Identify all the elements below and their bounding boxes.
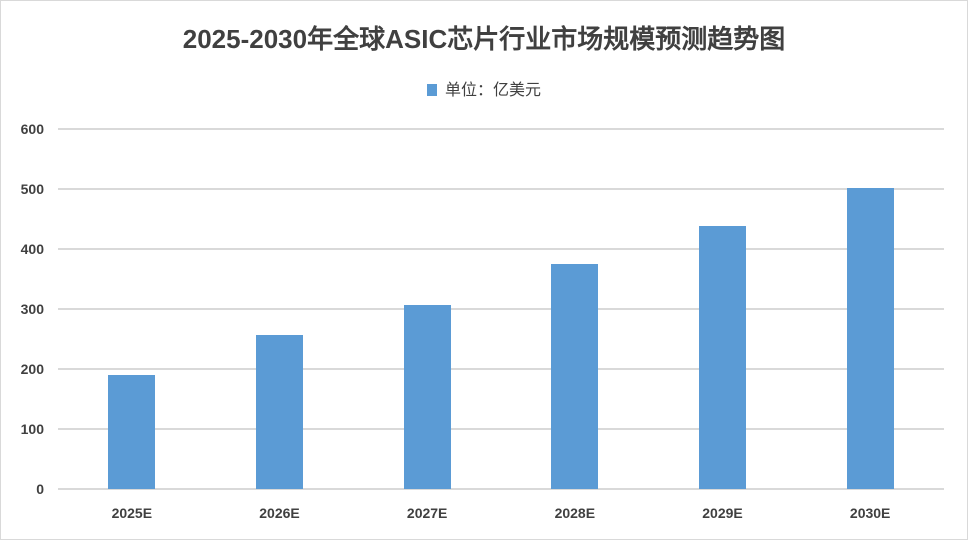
bar-2026E[interactable] [256,334,303,489]
plot-area: 0 100 200 300 400 500 600 2025E 2026E 2027E 2028E 2… [21,121,944,521]
gridline [58,248,944,250]
x-tick-label: 2030E [849,505,891,521]
gridline [58,368,944,370]
x-tick-label: 2026E [259,505,300,521]
chart-title: 2025-2030年全球ASIC芯片行业市场规模预测趋势图 [182,24,786,54]
x-tick-label: 2028E [554,505,596,521]
y-tick-label: 500 [20,181,44,197]
y-tick-label: 400 [20,241,44,257]
y-tick-label: 200 [20,361,44,377]
x-tick-label: 2025E [111,505,153,521]
gridline [58,308,944,310]
legend-label: 单位：亿美元 [444,80,541,99]
bar-2029E[interactable] [699,226,746,489]
gridline [58,488,944,490]
bar-2028E[interactable] [551,264,599,489]
legend: 单位：亿美元 [1,76,967,100]
bar-2027E[interactable] [403,304,451,489]
gridline [58,428,944,430]
x-tick-label: 2029E [702,505,743,521]
bar-2030E[interactable] [846,188,894,489]
gridline [58,128,944,130]
x-tick-label: 2027E [406,505,448,521]
y-tick-label: 0 [36,481,44,497]
gridline [58,188,944,190]
bar-2025E[interactable] [108,375,156,489]
y-tick-label: 100 [20,421,44,437]
y-tick-label: 600 [20,121,44,137]
legend-swatch-icon [426,84,437,96]
y-tick-label: 300 [20,301,44,317]
